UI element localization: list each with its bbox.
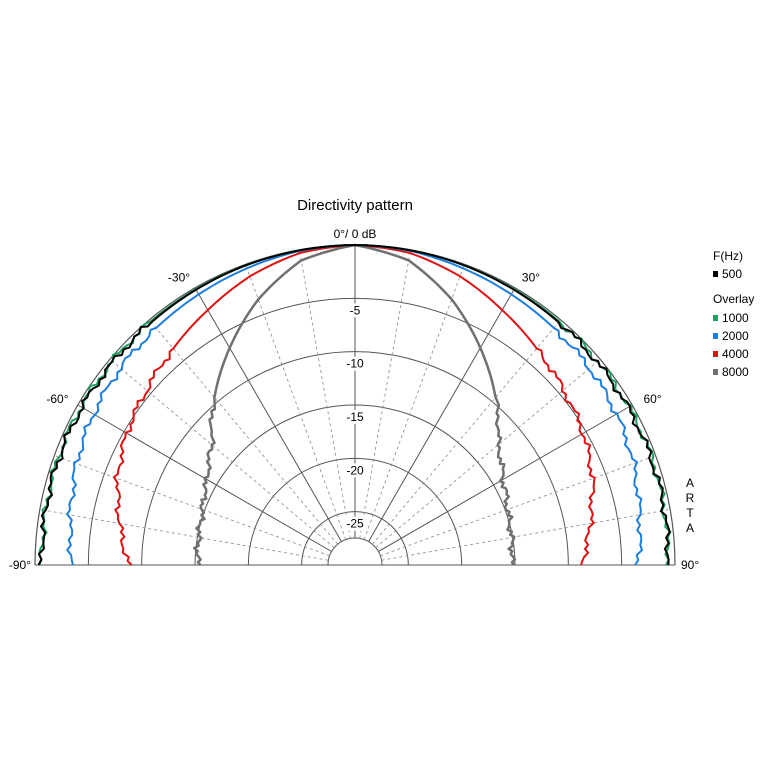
legend-overlay-label: Overlay — [713, 292, 754, 306]
ring-label-bg — [346, 303, 364, 318]
ring-label: -10 — [346, 357, 364, 371]
ring-label: -5 — [350, 303, 361, 317]
legend-entry-2000: 2000 — [722, 329, 749, 343]
legend-entry-1000: 1000 — [722, 311, 749, 325]
legend-swatch-8000 — [713, 369, 718, 375]
watermark-letter: A — [686, 476, 694, 490]
angle-label-bg — [42, 392, 73, 406]
grid-spoke-minor — [245, 264, 347, 540]
ring-label-bg — [342, 516, 368, 531]
grid-spoke-minor — [109, 359, 335, 548]
top-label: 0°/ 0 dB — [334, 227, 377, 241]
legend: F(Hz) Overlay 500 1000 2000 4000 8000 — [713, 249, 754, 379]
grid-spoke-minor — [359, 249, 411, 539]
angle-label: -90° — [9, 558, 31, 572]
legend-entry-8000: 8000 — [722, 365, 749, 379]
series-curves — [37, 243, 672, 566]
angle-label: -30° — [168, 270, 190, 284]
ring-label-bg — [342, 463, 368, 478]
chart-title: Directivity pattern — [297, 197, 413, 214]
angle-label: 30° — [522, 270, 540, 284]
grid-spoke-minor — [375, 359, 601, 548]
ring-label: -15 — [346, 410, 364, 424]
ring-label-bg — [342, 356, 368, 371]
angle-label: 60° — [643, 392, 661, 406]
watermark-letter: T — [686, 506, 694, 520]
series-curve-500 — [37, 244, 671, 566]
angle-label-bg — [164, 270, 194, 285]
legend-swatch-2000 — [713, 333, 718, 339]
watermark-letter: R — [686, 491, 695, 505]
angle-label: 90° — [681, 558, 699, 572]
watermark-letter: A — [686, 521, 694, 535]
ring-label-bg — [342, 410, 368, 424]
grid-spoke — [368, 287, 516, 542]
grid-spoke-minor — [372, 319, 561, 545]
angle-label-bg — [1, 558, 31, 572]
legend-swatch-1000 — [713, 315, 718, 321]
angle-label-bg — [681, 558, 704, 572]
angle-label: -60° — [46, 392, 68, 406]
grid-spoke-minor — [54, 455, 330, 557]
grid-spoke — [194, 287, 342, 542]
legend-swatch-4000 — [713, 351, 718, 357]
legend-header: F(Hz) — [713, 249, 743, 263]
axis-labels: 0°/ 0 dB -5 -10 -15 -20 -25 -90° -60° -30° 30° 60… — [1, 227, 704, 572]
grid-spoke-minor — [381, 509, 671, 561]
grid-spoke-minor — [299, 249, 351, 539]
legend-entry-4000: 4000 — [722, 347, 749, 361]
legend-swatch-500 — [713, 271, 718, 277]
angle-label-bg — [641, 392, 665, 406]
angle-label-bg — [519, 270, 543, 285]
grid-spoke — [378, 404, 633, 552]
grid-spoke-minor — [363, 264, 465, 540]
grid-spoke-minor — [380, 455, 656, 557]
legend-entry-500: 500 — [722, 267, 742, 281]
ring-label: -25 — [346, 517, 364, 531]
ring-label: -20 — [346, 463, 364, 477]
grid-spoke-minor — [149, 319, 338, 545]
grid-spoke-minor — [39, 509, 329, 561]
